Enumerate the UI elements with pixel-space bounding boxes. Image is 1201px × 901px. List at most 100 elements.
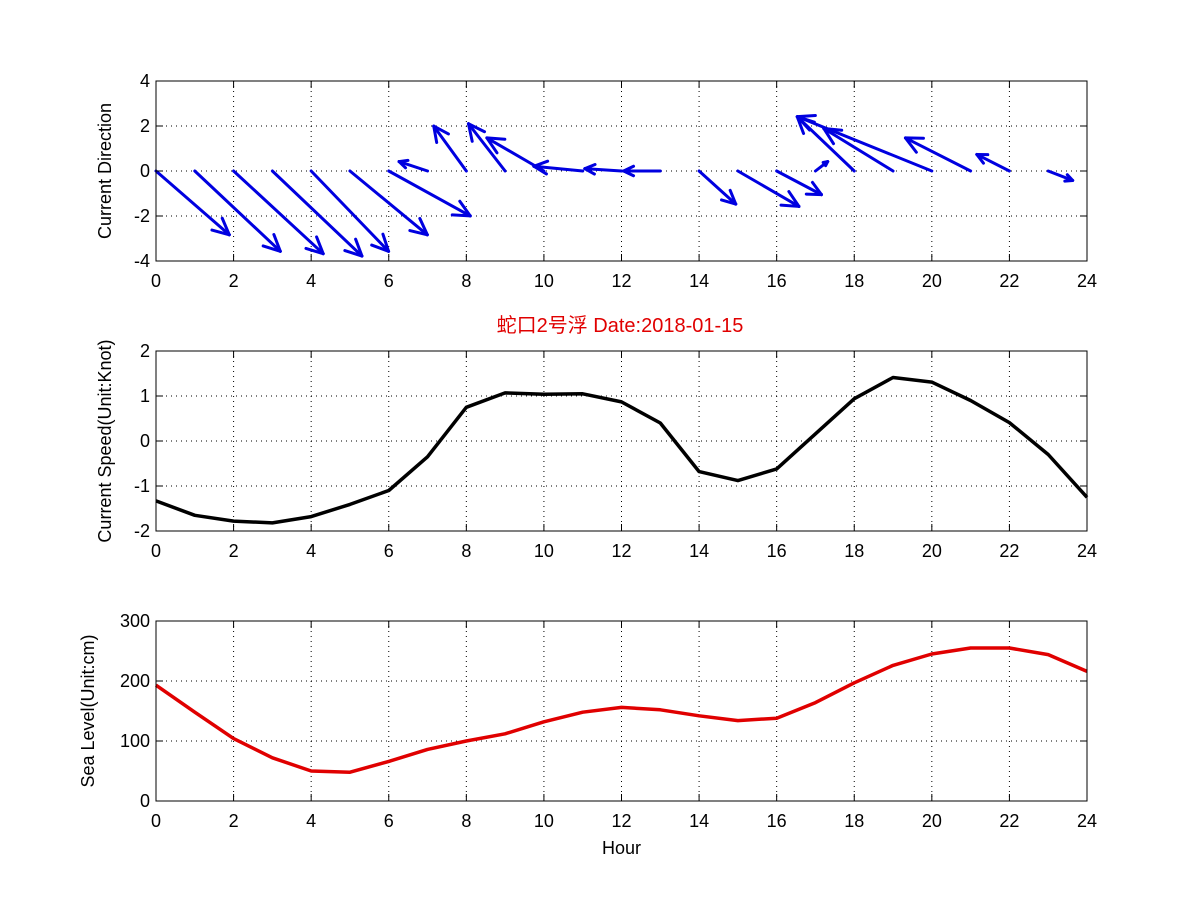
vector-head [728,188,738,206]
current-vector [387,169,472,218]
vector-head [458,199,472,218]
x-tick-label: 16 [767,271,787,291]
x-tick-label: 0 [151,811,161,831]
vector-shaft [736,169,801,208]
vector-head [408,229,429,237]
x-tick-label: 10 [534,811,554,831]
vector-shaft [466,122,507,173]
vector-head [304,246,325,256]
y-tick-label: 0 [140,431,150,451]
vector-head [343,249,364,258]
x-tick-label: 20 [922,811,942,831]
vector-head [315,235,325,256]
vector-shaft [270,169,364,258]
y-tick-label: 300 [120,611,150,631]
y-tick-label: -2 [134,206,150,226]
x-tick-label: 2 [229,541,239,561]
y-axis-label: Sea Level(Unit:cm) [78,634,98,787]
y-tick-label: 2 [140,341,150,361]
vector-head [432,124,439,144]
vector-head [824,160,830,168]
vector-shaft [795,115,934,173]
vector-head [583,162,597,171]
current-vector [697,169,738,206]
vector-shaft [975,152,1011,173]
vector-head [432,124,450,136]
x-tick-label: 16 [767,811,787,831]
current-vector [532,159,585,176]
x-tick-label: 10 [534,541,554,561]
vector-head [795,115,812,132]
vector-head [210,228,231,237]
x-tick-label: 24 [1077,811,1097,831]
x-tick-label: 6 [384,271,394,291]
vector-shaft [532,164,585,173]
x-tick-label: 0 [151,271,161,291]
vector-shaft [822,126,895,173]
vector-head [532,164,548,176]
current-vector [622,164,662,178]
x-tick-label: 10 [534,271,554,291]
x-tick-label: 8 [461,541,471,561]
vector-head [397,158,410,164]
vector-head [822,126,836,146]
vector-shaft [432,124,468,173]
x-tick-label: 12 [611,271,631,291]
vector-shaft [697,169,738,206]
x-tick-label: 22 [999,811,1019,831]
y-tick-label: 1 [140,386,150,406]
x-tick-label: 8 [461,811,471,831]
vector-head [720,198,738,206]
y-tick-label: 4 [140,71,150,91]
figure-title: 蛇口2号浮 Date:2018-01-15 [497,314,744,337]
y-tick-label: 100 [120,731,150,751]
vector-shaft [903,136,973,173]
x-tick-label: 6 [384,541,394,561]
vector-head [466,122,474,143]
vector-shaft [583,167,623,173]
current-vector [813,160,830,173]
vector-shaft [154,169,231,237]
current-vector [309,169,391,253]
vector-head [466,122,487,134]
vector-head [779,203,801,208]
x-tick-label: 14 [689,811,709,831]
vector-head [370,243,391,253]
vector-head [354,237,364,258]
x-tick-label: 16 [767,541,787,561]
vector-shaft [193,169,282,253]
y-tick-label: -1 [134,476,150,496]
current-vector [397,158,430,173]
x-tick-label: 18 [844,541,864,561]
vector-head [795,113,817,119]
x-tick-label: 2 [229,811,239,831]
vector-head [485,136,507,141]
x-tick-label: 24 [1077,271,1097,291]
current-vector [903,136,973,173]
vector-shaft [387,169,472,218]
x-tick-label: 6 [384,811,394,831]
vector-shaft [232,169,325,256]
x-tick-label: 20 [922,271,942,291]
x-tick-label: 12 [611,541,631,561]
current-vector [775,169,823,197]
x-tick-label: 0 [151,541,161,561]
current-vector [583,162,623,176]
x-tick-label: 8 [461,271,471,291]
current-vector [466,122,507,173]
vector-head [220,216,231,237]
vector-head [787,190,801,208]
y-tick-label: -4 [134,251,150,271]
current-vector [154,169,231,237]
vector-shaft [775,169,823,197]
current-vector [348,169,429,237]
vector-head [622,164,636,173]
vector-shaft [309,169,391,253]
y-tick-label: 2 [140,116,150,136]
x-tick-label: 14 [689,271,709,291]
vector-head [810,180,823,197]
vector-shaft [397,160,430,173]
